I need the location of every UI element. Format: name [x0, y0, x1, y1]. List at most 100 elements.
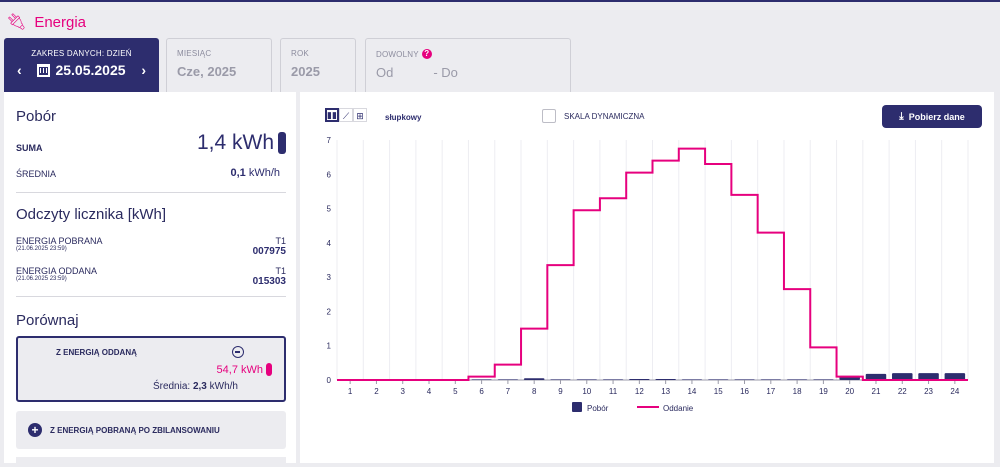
oddanie-color-marker	[266, 363, 272, 376]
summary-panel: Pobór SUMA 1,4 kWh ŚREDNIA 0,1 kWh/h Odc…	[4, 92, 296, 467]
x-tick-label: 6	[479, 387, 484, 396]
y-tick-label: 4	[327, 239, 332, 248]
compare-oddana-card[interactable]: Z ENERGIĄ ODDANĄ 54,7 kWh Średnia: 2,3 k…	[16, 336, 286, 402]
meter-reading-pobrana: T1 007975	[253, 236, 286, 257]
x-tick-label: 12	[635, 387, 644, 396]
x-tick-label: 13	[661, 387, 670, 396]
x-tick-label: 11	[609, 387, 618, 396]
srednia-label: ŚREDNIA	[16, 169, 57, 179]
date-from-field[interactable]: Od	[376, 65, 394, 80]
bar-pobor	[786, 379, 808, 380]
x-tick-label: 23	[924, 387, 933, 396]
divider	[16, 192, 286, 193]
tab-custom[interactable]: DOWOLNY? Od - Do	[365, 38, 571, 92]
bar-pobor	[760, 379, 782, 380]
prev-day-button[interactable]: ‹	[17, 62, 22, 78]
meter-reading-oddana: T1 015303	[253, 266, 286, 287]
bar-pobor	[681, 379, 703, 380]
bar-pobor	[944, 373, 966, 380]
y-tick-label: 0	[327, 376, 332, 385]
dynamic-scale-label: SKALA DYNAMICZNA	[564, 112, 645, 121]
compare-next-card[interactable]	[16, 457, 286, 467]
chart-panel: ▮▮ ⟋ ⊞ słupkowy SKALA DYNAMICZNA ⤓ Pobie…	[300, 92, 994, 463]
download-button[interactable]: ⤓ Pobierz dane	[882, 105, 982, 128]
bar-pobor	[550, 379, 571, 380]
x-tick-label: 22	[898, 387, 907, 396]
suma-value-group: 1,4 kWh	[197, 131, 286, 155]
tab-year[interactable]: ROK 2025	[280, 38, 356, 92]
y-tick-label: 3	[327, 273, 332, 282]
x-tick-label: 5	[453, 387, 458, 396]
date-picker[interactable]: 25.05.2025	[37, 62, 126, 78]
date-to-field[interactable]: - Do	[433, 65, 458, 80]
y-tick-label: 6	[327, 170, 332, 179]
bar-pobor	[497, 379, 519, 380]
line-oddanie	[337, 147, 968, 381]
bar-chart-icon[interactable]: ▮▮	[325, 108, 339, 122]
srednia-unit: kWh/h	[245, 167, 280, 179]
bar-pobor	[523, 378, 545, 380]
top-border	[0, 0, 1000, 2]
legend-pobor-label: Pobór	[587, 404, 609, 413]
tab-day-label: ZAKRES DANYCH: DZIEŃ	[31, 49, 132, 58]
suma-value: 1,4 kWh	[196, 131, 274, 154]
meter-label: ENERGIA POBRANA	[16, 236, 103, 246]
chart-type-label: słupkowy	[385, 113, 422, 122]
x-tick-label: 1	[348, 387, 353, 396]
x-tick-label: 19	[819, 387, 828, 396]
plug-icon: 🔌︎	[6, 14, 27, 31]
bar-pobor	[918, 373, 939, 380]
x-tick-label: 4	[427, 387, 432, 396]
meter-tariff: T1	[275, 266, 286, 276]
tab-custom-label: DOWOLNY	[376, 49, 419, 59]
help-icon[interactable]: ?	[421, 49, 432, 59]
x-tick-label: 20	[845, 387, 854, 396]
table-icon[interactable]: ⊞	[353, 108, 367, 122]
meter-value: 007975	[252, 246, 286, 257]
dynamic-scale-checkbox[interactable]	[542, 109, 556, 123]
divider	[16, 296, 286, 297]
x-tick-label: 8	[532, 387, 537, 396]
meter-label: ENERGIA ODDANA	[16, 266, 98, 276]
x-tick-label: 16	[740, 387, 749, 396]
x-tick-label: 15	[714, 387, 723, 396]
odczyty-title: Odczyty licznika [kWh]	[16, 206, 167, 223]
porownaj-title: Porównaj	[16, 312, 79, 329]
bar-pobor	[892, 373, 913, 380]
x-tick-label: 21	[872, 387, 881, 396]
meter-date: (21.06.2025 23:59)	[16, 246, 67, 252]
srednia-value: 0,1	[230, 167, 246, 179]
compare-oddana-label: Z ENERGIĄ ODDANĄ	[56, 348, 137, 357]
y-tick-label: 7	[327, 136, 332, 145]
y-tick-label: 5	[327, 205, 332, 214]
bar-pobor	[655, 378, 676, 380]
tab-month-value: Cze, 2025	[177, 64, 237, 79]
x-tick-label: 2	[374, 387, 379, 396]
meter-value: 015303	[252, 276, 286, 287]
next-day-button[interactable]: ›	[141, 62, 146, 78]
compare-pobrana-button[interactable]: + Z ENERGIĄ POBRANĄ PO ZBILANSOWANIU	[16, 411, 286, 449]
meter-row-pobrana: ENERGIA POBRANA (21.06.2025 23:59)	[16, 236, 103, 252]
page-header: 🔌︎ Energia	[6, 12, 86, 32]
y-tick-label: 1	[327, 342, 332, 351]
x-tick-label: 9	[558, 387, 563, 396]
tab-month[interactable]: MIESIĄC Cze, 2025	[166, 38, 272, 92]
calendar-icon	[37, 63, 51, 77]
x-tick-label: 17	[766, 387, 775, 396]
tab-day[interactable]: ZAKRES DANYCH: DZIEŃ ‹ 25.05.2025 ›	[4, 38, 159, 92]
page-title: Energia	[34, 13, 87, 31]
remove-compare-icon[interactable]	[232, 346, 244, 358]
line-chart-icon[interactable]: ⟋	[339, 108, 353, 122]
meter-date: (21.06.2025 23:59)	[16, 276, 67, 282]
x-tick-label: 14	[687, 387, 696, 396]
legend-oddanie-label: Oddanie	[663, 404, 694, 413]
x-tick-label: 10	[582, 387, 591, 396]
compare-oddana-value-group: 54,7 kWh	[217, 363, 272, 376]
suma-label: SUMA	[16, 143, 43, 153]
srednia-value-group: 0,1 kWh/h	[230, 167, 280, 179]
bar-pobor	[576, 379, 598, 380]
add-icon: +	[28, 423, 42, 437]
pobor-color-marker	[278, 132, 286, 154]
y-tick-label: 2	[327, 307, 332, 316]
